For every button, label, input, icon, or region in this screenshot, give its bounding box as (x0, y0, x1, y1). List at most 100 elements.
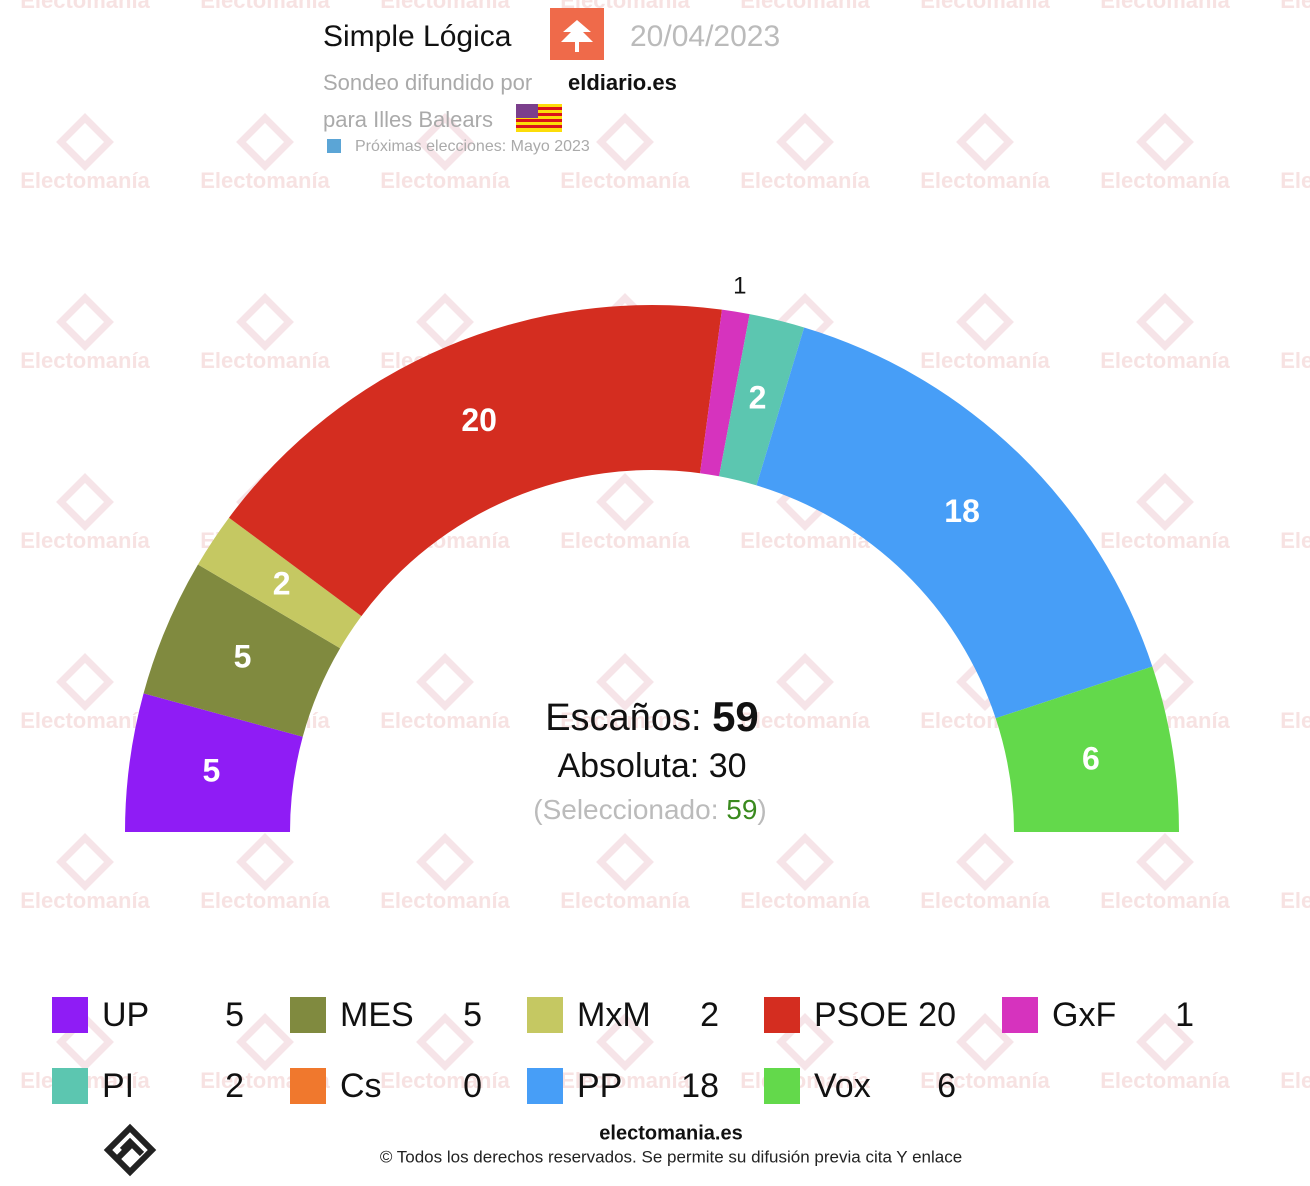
seat-label: 1 (733, 272, 746, 299)
watermark-logo (56, 293, 114, 351)
watermark: Electomanía (380, 168, 510, 193)
watermark: Electomanía (1280, 888, 1310, 913)
legend-value: 0 (463, 1067, 482, 1105)
legend-icon (527, 1068, 563, 1104)
legend-value: 5 (463, 996, 482, 1034)
watermark-logo (956, 1013, 1014, 1071)
watermark-logo (416, 1013, 474, 1071)
majority-value: 30 (709, 747, 747, 785)
watermark-logo (416, 653, 474, 711)
legend-value: 18 (681, 1067, 719, 1105)
watermark-logo (596, 473, 654, 531)
seat-arc (143, 564, 341, 737)
seat-label: 2 (273, 566, 291, 602)
watermark: Electomanía (200, 168, 330, 193)
watermark: Electomanía (1280, 708, 1310, 733)
footer-site: electomania.es (599, 1122, 742, 1144)
watermark-logo (776, 833, 834, 891)
watermark: Electomanía (920, 348, 1050, 373)
watermark: Electomanía (1280, 1068, 1310, 1093)
watermark-logo (776, 113, 834, 171)
watermark-logo (1136, 833, 1194, 891)
legend-value: 1 (1175, 996, 1194, 1034)
legend: UP 5 MES 5 MxM 2 PSOE 20 GxF 1 PI 2 Cs 0 PP 18 Vox 6 (52, 996, 1194, 1105)
seat-label: 6 (1082, 741, 1100, 777)
watermark: Electomanía (920, 888, 1050, 913)
watermark: Electomanía (20, 348, 150, 373)
watermark: Electomanía (1100, 1068, 1230, 1093)
flag (516, 104, 562, 132)
pollster: Simple Lógica (323, 20, 512, 53)
watermark-logo (776, 1013, 834, 1071)
legend-value: 5 (225, 996, 244, 1034)
watermark: Electomanía (1280, 528, 1310, 553)
watermark-logo (1136, 293, 1194, 351)
watermark-logo (596, 1013, 654, 1071)
next-elections: Próximas elecciones: Mayo 2023 (355, 138, 590, 155)
watermark-logo (596, 653, 654, 711)
watermark-logo (236, 1013, 294, 1071)
watermark-logo (596, 833, 654, 891)
seat-label: 2 (749, 380, 767, 416)
watermark: Electomanía (200, 888, 330, 913)
watermark: Electomanía (1100, 888, 1230, 913)
seat-arc (228, 304, 722, 617)
watermark: Electomanía (380, 0, 510, 13)
footer-rights: © Todos los derechos reservados. Se perm… (380, 1147, 962, 1166)
watermark: Electomanía (920, 168, 1050, 193)
seat-arc (700, 309, 750, 477)
watermark: Electomanía (740, 708, 870, 733)
seat-arc (756, 327, 1153, 719)
published-by: eldiario.es (568, 70, 677, 95)
legend-icon (1002, 997, 1038, 1033)
seat-arc (125, 693, 303, 832)
legend-value: 2 (700, 996, 719, 1034)
seats-total: Escaños: 59 (545, 693, 759, 740)
legend-name: PI (102, 1067, 134, 1105)
date: 20/04/2023 (630, 20, 780, 53)
watermark-logo (56, 833, 114, 891)
watermark-logo (56, 1013, 114, 1071)
watermark-logo (1136, 113, 1194, 171)
watermark-logo (56, 113, 114, 171)
watermark: Electomanía (560, 708, 690, 733)
legend-name: MES (340, 996, 414, 1034)
watermark-logo (56, 653, 114, 711)
majority: Absoluta: 30 (557, 747, 746, 785)
legend-icon (764, 997, 800, 1033)
selected-open: (Seleccionado: (533, 794, 718, 825)
watermark: Electomanía (200, 0, 330, 13)
seat-label: 18 (944, 493, 980, 529)
watermark: Electomanía (380, 1068, 510, 1093)
hemicycle: 5 5 2 20 1 2 18 6 (125, 272, 1179, 832)
majority-label: Absoluta: (557, 747, 699, 785)
watermark-logo (1136, 473, 1194, 531)
published-label: Sondeo difundido por (323, 70, 532, 95)
seat-arc (719, 314, 805, 486)
legend-icon (290, 997, 326, 1033)
watermark: Electomanía (920, 1068, 1050, 1093)
legend-name: GxF (1052, 996, 1116, 1034)
seat-arc (197, 517, 362, 649)
logo-tree (561, 20, 593, 52)
seat-arc (995, 666, 1179, 832)
watermark-logo (956, 293, 1014, 351)
watermark: Electomanía (1280, 168, 1310, 193)
legend-value: 6 (937, 1067, 956, 1105)
legend-name: MxM (577, 996, 651, 1034)
watermark: Electomanía (740, 888, 870, 913)
watermark: Electomanía (1100, 168, 1230, 193)
seats-value: 59 (712, 693, 759, 740)
watermark: Electomanía (1100, 0, 1230, 13)
watermark: Electomanía (560, 168, 690, 193)
legend-icon (52, 1068, 88, 1104)
selected-value: 59 (726, 794, 757, 825)
watermark-logo (416, 293, 474, 351)
watermark: Electomanía (20, 528, 150, 553)
seat-label: 20 (461, 402, 497, 438)
watermark-logo (1136, 1013, 1194, 1071)
legend-value: 2 (225, 1067, 244, 1105)
watermark-logo (416, 833, 474, 891)
